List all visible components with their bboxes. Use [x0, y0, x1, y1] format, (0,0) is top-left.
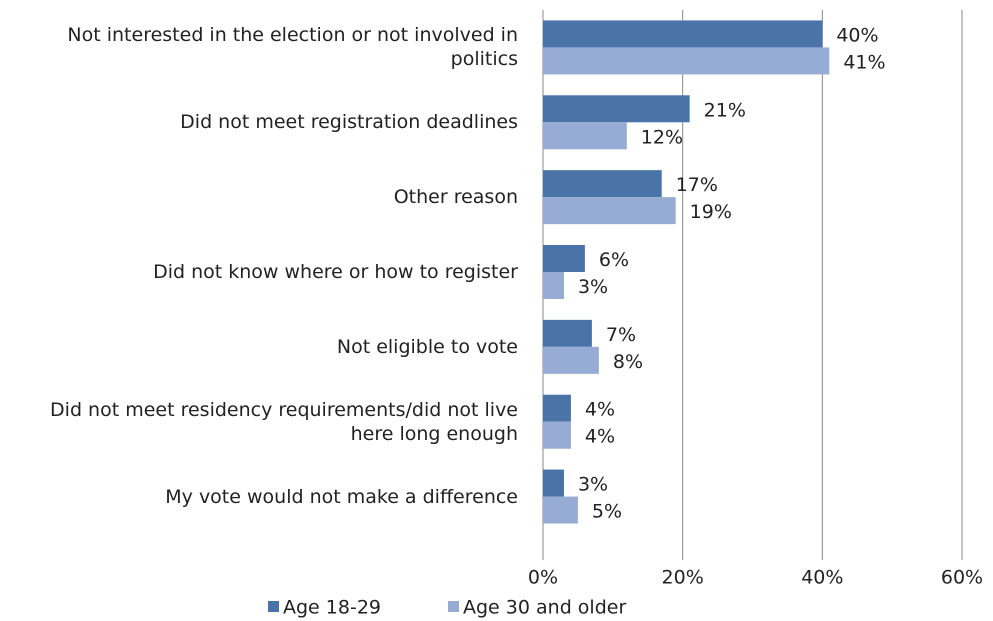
category-label: Did not meet registration deadlines	[180, 111, 518, 134]
x-tick-label: 20%	[662, 567, 704, 589]
legend-swatch	[448, 601, 459, 612]
data-label: 4%	[585, 399, 615, 421]
bar	[543, 496, 578, 524]
data-label: 4%	[585, 426, 615, 448]
bar	[543, 170, 662, 198]
x-tick-label: 40%	[801, 567, 843, 589]
x-tick-label: 60%	[941, 567, 983, 589]
data-label: 3%	[578, 474, 608, 496]
bar	[543, 346, 599, 374]
data-label: 21%	[704, 99, 746, 121]
data-label: 12%	[641, 126, 683, 148]
data-label: 41%	[843, 51, 885, 73]
bar	[543, 47, 830, 75]
bar	[543, 272, 564, 299]
data-label: 7%	[606, 324, 636, 346]
bar	[543, 197, 676, 225]
category-label: Not eligible to vote	[336, 335, 518, 358]
category-label: Not interested in the election or not in…	[67, 24, 518, 71]
data-label: 40%	[836, 24, 878, 46]
data-label: 17%	[676, 174, 718, 196]
legend-label: Age 18-29	[283, 597, 381, 619]
bar	[543, 20, 823, 48]
bar	[543, 122, 627, 150]
data-label: 19%	[690, 201, 732, 223]
data-label: 8%	[613, 351, 643, 373]
data-label: 3%	[578, 276, 608, 298]
category-label: Did not know where or how to register	[153, 261, 518, 283]
category-label: My vote would not make a difference	[165, 485, 518, 508]
bar	[543, 319, 592, 347]
category-label: Did not meet residency requirements/did …	[50, 398, 518, 445]
data-label: 5%	[592, 501, 622, 523]
bar	[543, 421, 571, 449]
category-label: Other reason	[393, 186, 518, 209]
bar	[543, 245, 585, 272]
data-label: 6%	[599, 249, 629, 271]
x-tick-label: 0%	[528, 567, 558, 589]
legend-label: Age 30 and older	[463, 597, 626, 619]
bar	[543, 95, 690, 123]
bar	[543, 469, 564, 497]
legend-swatch	[268, 601, 279, 612]
bar	[543, 394, 571, 422]
